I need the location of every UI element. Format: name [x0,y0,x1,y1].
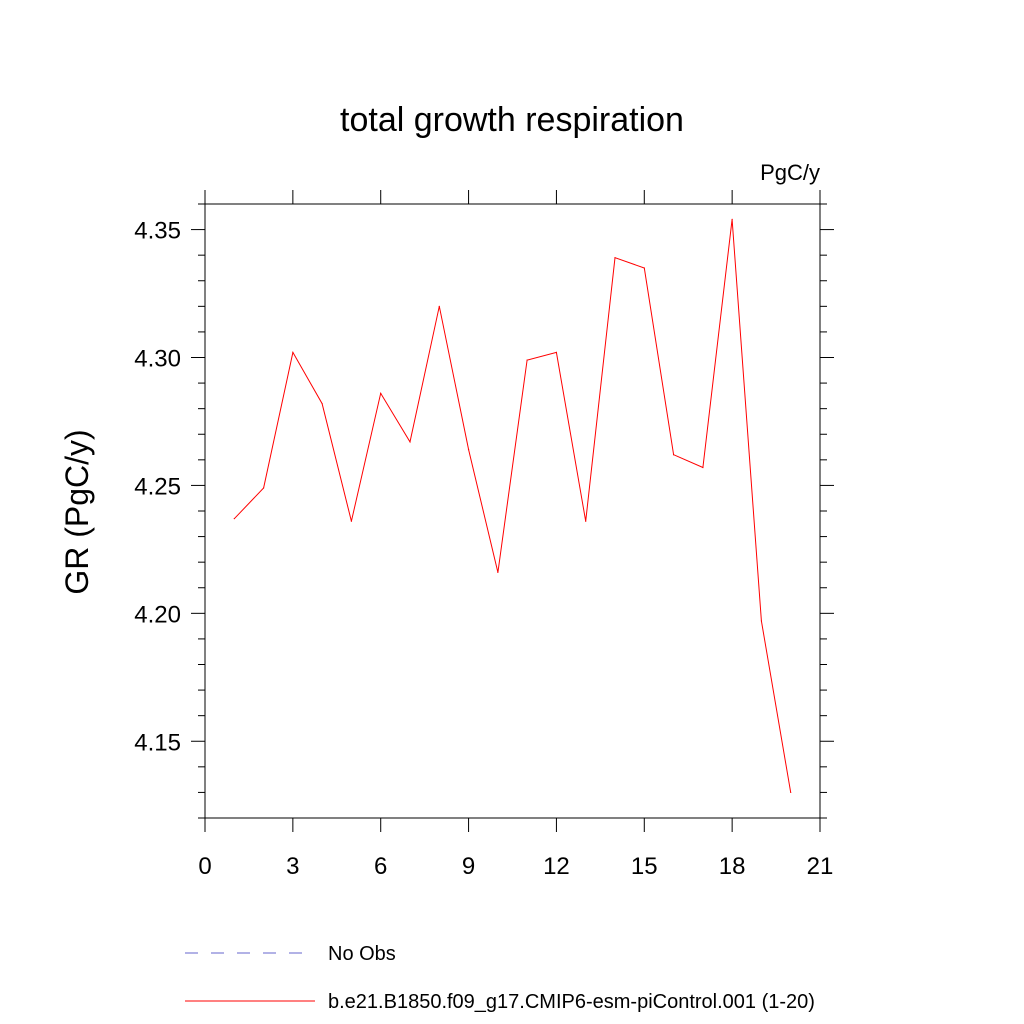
data-point [790,791,792,794]
chart-title: total growth respiration [340,101,684,139]
data-point [497,571,499,574]
x-tick-label: 9 [462,853,475,880]
y-tick-label: 4.25 [134,473,181,500]
x-tick-labels: 0 3 6 9 12 15 18 21 [198,853,833,880]
series-line [233,219,792,793]
data-point [350,520,353,522]
y-tick-label: 4.30 [134,346,181,373]
data-point [438,305,440,307]
data-point [233,518,235,520]
data-point [321,402,323,405]
data-point [555,351,558,353]
data-point [760,620,763,622]
x-tick-label: 18 [719,853,746,880]
data-point [467,449,470,451]
data-point [526,359,528,361]
axis-ticks [191,190,834,832]
plot-frame [204,203,821,819]
data-point [262,487,265,489]
data-point [702,466,704,469]
legend-label-model-run: b.e21.B1850.f09_g17.CMIP6-esm-piControl.… [328,991,815,1013]
y-tick-label: 4.15 [134,729,181,756]
data-point [614,257,616,259]
x-tick-label: 0 [198,853,211,880]
y-tick-label: 4.35 [134,218,181,245]
data-point [672,454,675,456]
x-tick-label: 15 [631,853,658,880]
y-axis-label: GR (PgC/y) [59,429,95,594]
legend-label-no-obs: No Obs [328,943,396,965]
data-point [292,351,294,353]
data-points [233,218,792,794]
units-label: PgC/y [760,160,820,185]
data-point [643,267,645,269]
x-tick-label: 12 [543,853,570,880]
y-tick-labels: 4.15 4.20 4.25 4.30 4.35 [134,218,181,757]
x-tick-label: 6 [374,853,387,880]
data-point [380,392,382,394]
legend: No Obs b.e21.B1850.f09_g17.CMIP6-esm-piC… [185,943,815,1013]
data-point [585,520,587,522]
x-tick-label: 21 [807,853,834,880]
data-point [731,218,733,220]
x-tick-label: 3 [286,853,299,880]
data-point [409,441,411,443]
y-tick-label: 4.20 [134,601,181,628]
